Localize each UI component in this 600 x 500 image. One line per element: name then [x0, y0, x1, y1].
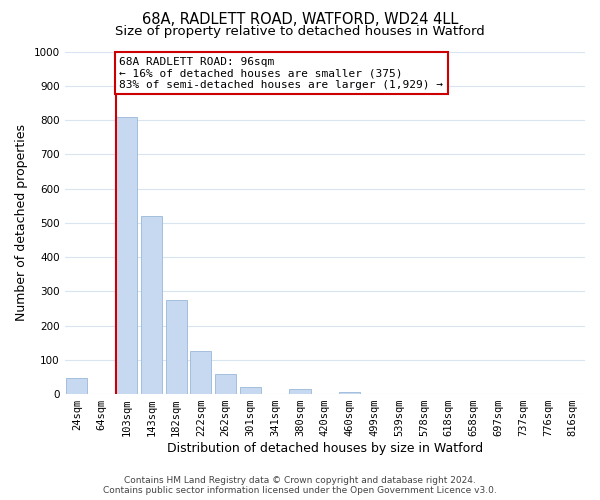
Text: Contains HM Land Registry data © Crown copyright and database right 2024.
Contai: Contains HM Land Registry data © Crown c… [103, 476, 497, 495]
Text: 68A RADLETT ROAD: 96sqm
← 16% of detached houses are smaller (375)
83% of semi-d: 68A RADLETT ROAD: 96sqm ← 16% of detache… [119, 56, 443, 90]
Bar [289, 390, 311, 394]
X-axis label: Distribution of detached houses by size in Watford: Distribution of detached houses by size … [167, 442, 483, 455]
Bar [166, 300, 187, 394]
Bar [116, 116, 137, 394]
Bar [67, 378, 88, 394]
Text: Size of property relative to detached houses in Watford: Size of property relative to detached ho… [115, 25, 485, 38]
Bar [240, 386, 261, 394]
Bar [215, 374, 236, 394]
Bar [190, 352, 211, 394]
Bar [141, 216, 162, 394]
Bar [339, 392, 360, 394]
Y-axis label: Number of detached properties: Number of detached properties [15, 124, 28, 322]
Text: 68A, RADLETT ROAD, WATFORD, WD24 4LL: 68A, RADLETT ROAD, WATFORD, WD24 4LL [142, 12, 458, 28]
